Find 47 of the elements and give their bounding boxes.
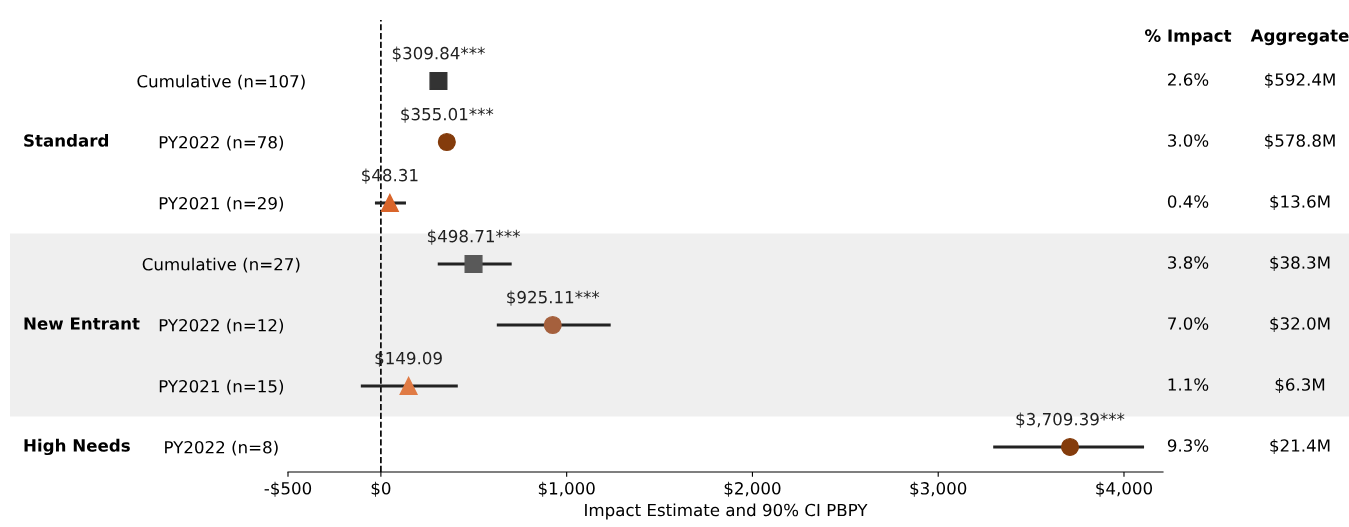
text: $592.4M bbox=[1265, 72, 1335, 89]
y-tick-label: PY2021 (n=29) bbox=[159, 196, 284, 212]
point bbox=[1060, 437, 1080, 457]
text: 9.3% bbox=[1167, 439, 1209, 452]
y-tick-label: Cumulative (n=27) bbox=[142, 257, 300, 273]
y-tick-label: PY2022 (n=78) bbox=[159, 135, 284, 151]
text: $578.8M bbox=[1265, 133, 1335, 150]
x-tick-label: -$500 bbox=[264, 481, 312, 497]
text: 3.8% bbox=[1168, 256, 1209, 269]
data-label: $48.31 bbox=[362, 168, 418, 184]
text: $6.3M bbox=[1275, 377, 1325, 394]
x-tick-label: $3,000 bbox=[910, 481, 967, 497]
data-label: $149.09 bbox=[375, 351, 442, 367]
text: New Entrant bbox=[24, 317, 140, 330]
text: $13.6M bbox=[1270, 194, 1330, 211]
point bbox=[429, 71, 448, 91]
data-label: $925.11*** bbox=[507, 290, 600, 306]
text: 7.0% bbox=[1168, 317, 1209, 330]
text: $38.3M bbox=[1270, 255, 1330, 272]
y-tick-label: PY2021 (n=15) bbox=[159, 379, 284, 395]
text: 0.4% bbox=[1167, 195, 1209, 208]
point bbox=[437, 132, 456, 152]
text: 3.0% bbox=[1168, 134, 1209, 147]
y-tick-label: PY2022 (n=8) bbox=[165, 440, 278, 456]
text: High Needs bbox=[24, 438, 130, 456]
point bbox=[399, 376, 418, 396]
data-label: $355.01*** bbox=[401, 107, 494, 123]
text: $21.4M bbox=[1270, 438, 1330, 455]
text: 1.1% bbox=[1168, 378, 1209, 391]
x-tick-label: $4,000 bbox=[1096, 481, 1153, 497]
y-tick-label: PY2022 (n=12) bbox=[159, 318, 284, 334]
x-tick-label: $1,000 bbox=[538, 481, 595, 497]
x-tick-label: $0 bbox=[371, 481, 391, 497]
x-tick-label: $2,000 bbox=[724, 481, 781, 497]
point bbox=[380, 193, 399, 213]
text: $32.0M bbox=[1270, 316, 1330, 333]
data-label: $498.71*** bbox=[427, 229, 520, 245]
text: Standard bbox=[24, 133, 109, 147]
data-label: $3,709.39*** bbox=[1016, 412, 1125, 428]
data-label: $309.84*** bbox=[392, 46, 485, 62]
point bbox=[543, 315, 562, 335]
point bbox=[464, 254, 483, 274]
annotation: % Impact bbox=[1144, 29, 1232, 46]
x-axis-title: Impact Estimate and 90% CI PBPY bbox=[585, 503, 868, 520]
text: Aggregate bbox=[1250, 29, 1349, 46]
text: 2.6% bbox=[1168, 73, 1209, 86]
y-tick-label: Cumulative (n=107) bbox=[137, 74, 305, 90]
